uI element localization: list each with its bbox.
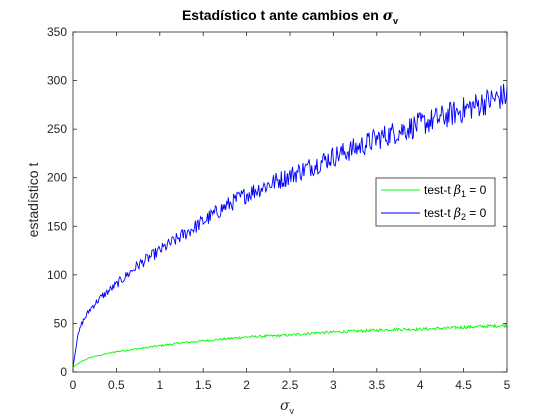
y-tick-label: 100 [47, 268, 67, 282]
x-tick-label: 0.5 [108, 378, 125, 392]
series-line-1 [72, 322, 508, 368]
chart-title-symbol: σ [383, 8, 394, 24]
legend-entry-1-suffix: = 0 [466, 183, 487, 197]
series-layer [72, 83, 508, 368]
legend-entry-2: test-t β2 = 0 [424, 206, 487, 222]
series-line-2 [72, 83, 508, 368]
legend: test-t β1 = 0 test-t β2 = 0 [375, 177, 496, 227]
legend-box [375, 177, 496, 227]
y-tick-label: 150 [47, 219, 67, 233]
y-axis: 0 50 100 150 200 250 300 350 [47, 25, 507, 379]
legend-entry-1-symbol: β [453, 183, 461, 197]
x-tick-label: 4.5 [455, 378, 472, 392]
legend-entry-1-subscript: 1 [461, 189, 466, 199]
legend-entry-2-subscript: 2 [461, 212, 466, 222]
y-tick-label: 350 [47, 25, 67, 39]
y-tick-label: 200 [47, 171, 67, 185]
chart-title-text: Estadístico t ante cambios en [182, 7, 383, 23]
x-tick-label: 3 [330, 378, 337, 392]
chart-title-subscript: v [393, 16, 398, 26]
x-axis-label: σv [280, 398, 295, 416]
chart-title: Estadístico t ante cambios en σv [182, 7, 398, 26]
x-tick-label: 4 [417, 378, 424, 392]
x-tick-label: 2.5 [282, 378, 299, 392]
x-tick-label: 2 [243, 378, 250, 392]
x-axis-label-subscript: v [290, 406, 295, 416]
x-tick-label: 0 [70, 378, 77, 392]
legend-entry-2-prefix: test-t [424, 206, 454, 220]
x-tick-label: 1 [156, 378, 163, 392]
y-tick-label: 300 [47, 74, 67, 88]
legend-entry-1-prefix: test-t [424, 183, 454, 197]
y-tick-label: 0 [60, 365, 67, 379]
x-tick-label: 3.5 [368, 378, 385, 392]
x-tick-label: 1.5 [195, 378, 212, 392]
legend-entry-1: test-t β1 = 0 [424, 183, 487, 199]
y-tick-label: 250 [47, 122, 67, 136]
x-axis-label-symbol: σ [280, 398, 290, 414]
legend-entry-2-suffix: = 0 [466, 206, 487, 220]
y-axis-label: estadístico t [25, 163, 41, 238]
x-axis: 0 0.5 1 1.5 2 2.5 3 3.5 4 4.5 5 [70, 32, 511, 392]
y-tick-label: 50 [54, 316, 68, 330]
x-tick-label: 5 [504, 378, 511, 392]
legend-entry-2-symbol: β [453, 206, 461, 220]
